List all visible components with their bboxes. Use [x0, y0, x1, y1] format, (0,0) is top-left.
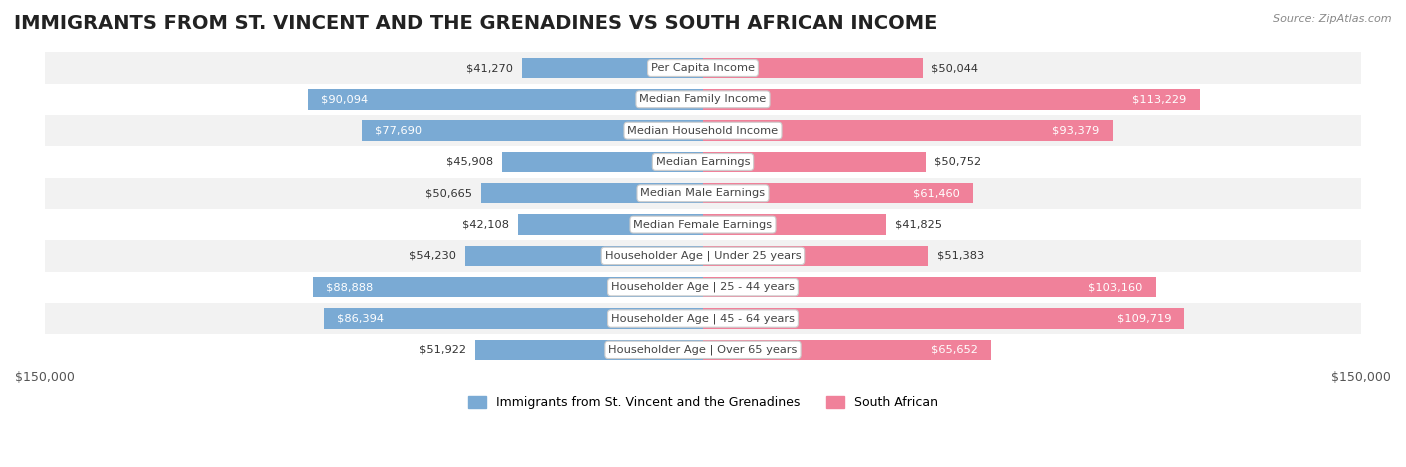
- Bar: [465, 246, 703, 266]
- Text: IMMIGRANTS FROM ST. VINCENT AND THE GRENADINES VS SOUTH AFRICAN INCOME: IMMIGRANTS FROM ST. VINCENT AND THE GREN…: [14, 14, 938, 33]
- Text: $61,460: $61,460: [912, 188, 959, 198]
- Bar: [475, 340, 703, 360]
- Text: $86,394: $86,394: [337, 313, 384, 324]
- Bar: [45, 177, 1361, 209]
- Text: $51,922: $51,922: [419, 345, 467, 355]
- Text: Median Household Income: Median Household Income: [627, 126, 779, 135]
- Text: Source: ZipAtlas.com: Source: ZipAtlas.com: [1274, 14, 1392, 24]
- Text: Median Family Income: Median Family Income: [640, 94, 766, 104]
- Text: $42,108: $42,108: [463, 219, 509, 230]
- Bar: [363, 120, 703, 141]
- Text: $93,379: $93,379: [1052, 126, 1099, 135]
- Text: $41,825: $41,825: [896, 219, 942, 230]
- Bar: [703, 308, 1184, 329]
- Bar: [45, 240, 1361, 272]
- Text: Median Female Earnings: Median Female Earnings: [634, 219, 772, 230]
- Text: $50,752: $50,752: [935, 157, 981, 167]
- Bar: [703, 120, 1112, 141]
- Bar: [45, 209, 1361, 240]
- Bar: [703, 152, 925, 172]
- Text: $113,229: $113,229: [1132, 94, 1187, 104]
- Bar: [522, 58, 703, 78]
- Bar: [314, 277, 703, 297]
- Bar: [45, 52, 1361, 84]
- Text: Median Male Earnings: Median Male Earnings: [641, 188, 765, 198]
- Text: Householder Age | 45 - 64 years: Householder Age | 45 - 64 years: [612, 313, 794, 324]
- Text: $90,094: $90,094: [321, 94, 368, 104]
- Bar: [481, 183, 703, 204]
- Bar: [519, 214, 703, 235]
- Text: Householder Age | 25 - 44 years: Householder Age | 25 - 44 years: [612, 282, 794, 292]
- Text: Per Capita Income: Per Capita Income: [651, 63, 755, 73]
- Bar: [45, 272, 1361, 303]
- Text: $45,908: $45,908: [446, 157, 494, 167]
- Bar: [45, 84, 1361, 115]
- Text: $103,160: $103,160: [1088, 282, 1143, 292]
- Bar: [703, 246, 928, 266]
- Legend: Immigrants from St. Vincent and the Grenadines, South African: Immigrants from St. Vincent and the Gren…: [461, 390, 945, 416]
- Text: $77,690: $77,690: [375, 126, 422, 135]
- Bar: [502, 152, 703, 172]
- Bar: [45, 115, 1361, 146]
- Text: Householder Age | Over 65 years: Householder Age | Over 65 years: [609, 345, 797, 355]
- Bar: [703, 214, 887, 235]
- Text: $41,270: $41,270: [467, 63, 513, 73]
- Text: $51,383: $51,383: [938, 251, 984, 261]
- Bar: [45, 146, 1361, 177]
- Bar: [45, 334, 1361, 366]
- Text: $65,652: $65,652: [931, 345, 977, 355]
- Bar: [703, 340, 991, 360]
- Text: $50,044: $50,044: [931, 63, 979, 73]
- Text: Median Earnings: Median Earnings: [655, 157, 751, 167]
- Bar: [45, 303, 1361, 334]
- Bar: [703, 89, 1199, 109]
- Bar: [308, 89, 703, 109]
- Bar: [703, 183, 973, 204]
- Bar: [323, 308, 703, 329]
- Bar: [703, 277, 1156, 297]
- Text: Householder Age | Under 25 years: Householder Age | Under 25 years: [605, 251, 801, 261]
- Text: $50,665: $50,665: [425, 188, 472, 198]
- Text: $88,888: $88,888: [326, 282, 374, 292]
- Text: $109,719: $109,719: [1116, 313, 1171, 324]
- Text: $54,230: $54,230: [409, 251, 457, 261]
- Bar: [703, 58, 922, 78]
